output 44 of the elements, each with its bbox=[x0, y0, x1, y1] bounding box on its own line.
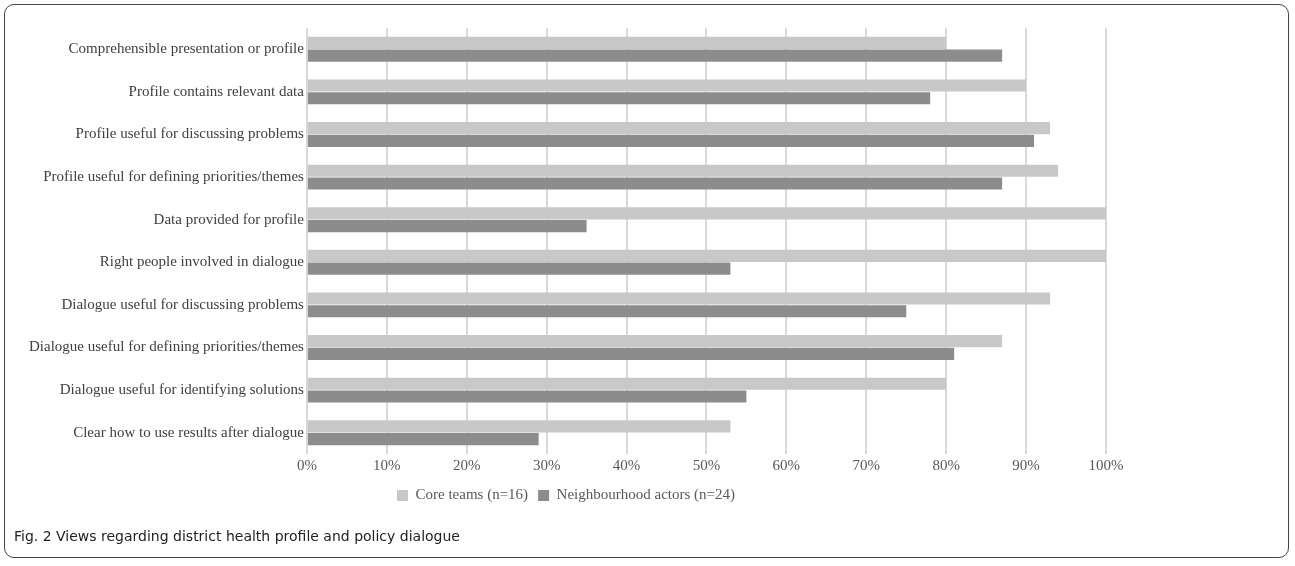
y-tick-label: Clear how to use results after dialogue bbox=[73, 423, 305, 440]
x-tick-label: 20% bbox=[452, 456, 481, 473]
y-tick-label: Dialogue useful for discussing problems bbox=[61, 295, 305, 312]
bar bbox=[307, 249, 1106, 262]
y-tick-label: Right people involved in dialogue bbox=[99, 253, 305, 270]
bar bbox=[307, 220, 587, 233]
bar bbox=[307, 79, 1027, 92]
bar bbox=[307, 49, 1003, 62]
bar bbox=[307, 390, 747, 403]
bar bbox=[307, 134, 1035, 147]
x-tick-label: 80% bbox=[932, 456, 960, 473]
legend-label: Core teams (n=16) bbox=[415, 486, 529, 504]
bar bbox=[307, 347, 955, 360]
bar bbox=[307, 335, 1003, 348]
y-tick-label: Data provided for profile bbox=[153, 210, 305, 227]
bar bbox=[307, 420, 731, 433]
y-tick-label: Dialogue useful for defining priorities/themes bbox=[28, 338, 305, 355]
bar bbox=[307, 122, 1051, 135]
bar bbox=[307, 433, 539, 446]
y-tick-label: Profile contains relevant data bbox=[128, 82, 305, 99]
bar bbox=[307, 292, 1051, 305]
legend-label: Neighbourhood actors (n=24) bbox=[556, 486, 736, 504]
x-tick-label: 60% bbox=[772, 456, 801, 473]
bar bbox=[307, 36, 947, 49]
bar bbox=[307, 207, 1106, 220]
bar bbox=[307, 177, 1003, 190]
caption: Fig. 2 Views regarding district health profile and policy dialogue bbox=[14, 528, 460, 544]
y-tick-label: Comprehensible presentation or profile bbox=[68, 40, 305, 57]
bar bbox=[307, 262, 731, 275]
y-tick-label: Profile useful for defining priorities/themes bbox=[43, 168, 305, 185]
bar bbox=[307, 164, 1059, 177]
x-tick-label: 100% bbox=[1088, 456, 1124, 473]
x-tick-label: 40% bbox=[612, 456, 641, 473]
y-tick-label: Dialogue useful for identifying solutions bbox=[59, 381, 305, 398]
bar bbox=[307, 92, 931, 105]
x-tick-label: 90% bbox=[1012, 456, 1040, 473]
bar bbox=[307, 305, 907, 318]
x-tick-label: 0% bbox=[296, 456, 317, 473]
x-tick-label: 50% bbox=[692, 456, 721, 473]
bar bbox=[307, 377, 947, 390]
x-tick-label: 10% bbox=[373, 456, 401, 473]
y-tick-label: Profile useful for discussing problems bbox=[75, 125, 305, 142]
x-tick-label: 30% bbox=[532, 456, 561, 473]
x-tick-label: 70% bbox=[852, 456, 881, 473]
